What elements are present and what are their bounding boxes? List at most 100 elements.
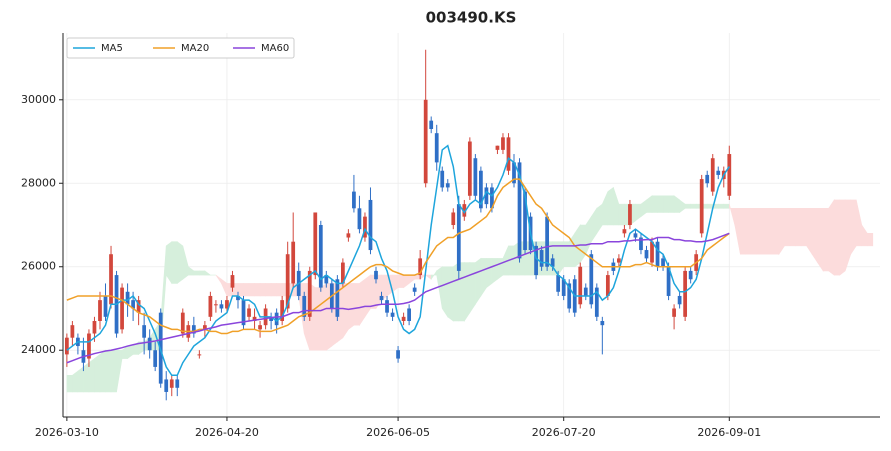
candle-body: [131, 300, 135, 309]
cloud-segment: [424, 274, 432, 280]
candle-body: [523, 191, 527, 251]
candle-body: [688, 270, 693, 280]
candle-body: [269, 316, 273, 321]
cloud-segment: [811, 208, 818, 264]
candle-body: [214, 304, 218, 306]
candle-body: [64, 337, 69, 355]
cloud-segment: [386, 274, 393, 297]
candle-body: [390, 312, 395, 317]
candle-body: [368, 199, 373, 251]
cloud-segment: [248, 283, 255, 297]
cloud-segment: [491, 258, 498, 285]
candle-body: [285, 254, 290, 309]
cloud-segment: [193, 270, 200, 276]
cloud-segment: [800, 208, 807, 247]
cloud-segment: [607, 186, 614, 226]
candle-body: [120, 287, 124, 330]
candle-body: [280, 300, 285, 321]
cloud-segment: [867, 233, 874, 247]
cloud-segment: [557, 241, 564, 277]
candle-body: [567, 283, 572, 309]
cloud-segment: [259, 283, 266, 297]
candle-body: [352, 191, 356, 209]
cloud-segment: [254, 283, 261, 297]
candle-body: [324, 275, 329, 284]
cloud-segment: [243, 283, 250, 297]
cloud-segment: [646, 195, 653, 213]
cloud-segment: [408, 274, 415, 285]
candle-body: [164, 379, 169, 392]
cloud-segment: [861, 224, 868, 247]
candle-body: [600, 321, 605, 326]
candle-body: [219, 304, 224, 309]
chart-title: 003490.KS: [426, 9, 517, 27]
cloud-segment: [844, 199, 852, 272]
y-tick-label: 24000: [21, 343, 56, 356]
candle-body: [169, 379, 174, 388]
cloud-segment: [171, 241, 178, 284]
candle-body: [87, 333, 91, 359]
cloud-segment: [276, 283, 283, 297]
cloud-segment: [116, 349, 123, 393]
candle-body: [241, 300, 246, 326]
candle-body: [109, 254, 113, 305]
cloud-segment: [673, 195, 680, 213]
cloud-segment: [795, 208, 802, 247]
cloud-segment: [314, 287, 322, 351]
cloud-segment: [105, 349, 112, 393]
candle-body: [175, 379, 180, 388]
legend-label: MA60: [261, 43, 289, 54]
cloud-segment: [215, 274, 222, 285]
ma-line: [66, 144, 730, 377]
cloud-segment: [265, 283, 272, 297]
candle-body: [341, 262, 345, 284]
y-tick-label: 30000: [21, 93, 56, 106]
cloud-segment: [99, 349, 106, 393]
candle-body: [534, 245, 538, 276]
candle-body: [628, 204, 632, 225]
candle-body: [672, 308, 676, 317]
cloud-segment: [778, 208, 785, 256]
candle-body: [583, 287, 588, 296]
y-tick-label: 26000: [21, 260, 56, 273]
x-tick-label: 2026-04-20: [195, 426, 259, 439]
candle-body: [136, 300, 141, 313]
cloud-segment: [684, 203, 691, 209]
cloud-segment: [475, 257, 482, 306]
cloud-segment: [706, 203, 714, 209]
cloud-segment: [745, 208, 752, 255]
candle-body: [346, 233, 351, 238]
candle-body: [291, 241, 296, 284]
candle-body: [484, 187, 489, 205]
candle-body: [423, 99, 428, 184]
candle-body: [92, 321, 97, 334]
ma-line: [66, 178, 730, 335]
candle-body: [274, 312, 279, 326]
candle-body: [451, 212, 456, 225]
candle-body: [258, 325, 262, 330]
cloud-segment: [88, 357, 95, 393]
cloud-segment: [353, 283, 360, 326]
cloud-segment: [817, 208, 824, 272]
ma-line: [66, 232, 730, 364]
candle-body: [650, 241, 654, 263]
cloud-segment: [662, 195, 669, 213]
candle-body: [230, 275, 235, 288]
candle-body: [495, 145, 500, 150]
candle-body: [462, 204, 467, 217]
y-tick-label: 28000: [21, 176, 56, 189]
x-tick-label: 2026-03-10: [35, 426, 99, 439]
candle-body: [379, 295, 384, 301]
candle-body: [512, 162, 516, 184]
candle-body: [202, 325, 207, 330]
cloud-segment: [182, 245, 189, 280]
candle-body: [70, 325, 75, 338]
candle-body: [561, 279, 566, 296]
cloud-segment: [94, 353, 101, 393]
cloud-segment: [359, 278, 366, 327]
candle-body: [479, 170, 483, 209]
candle-body: [683, 270, 688, 317]
candle-body: [617, 258, 621, 263]
cloud-segment: [237, 283, 244, 297]
